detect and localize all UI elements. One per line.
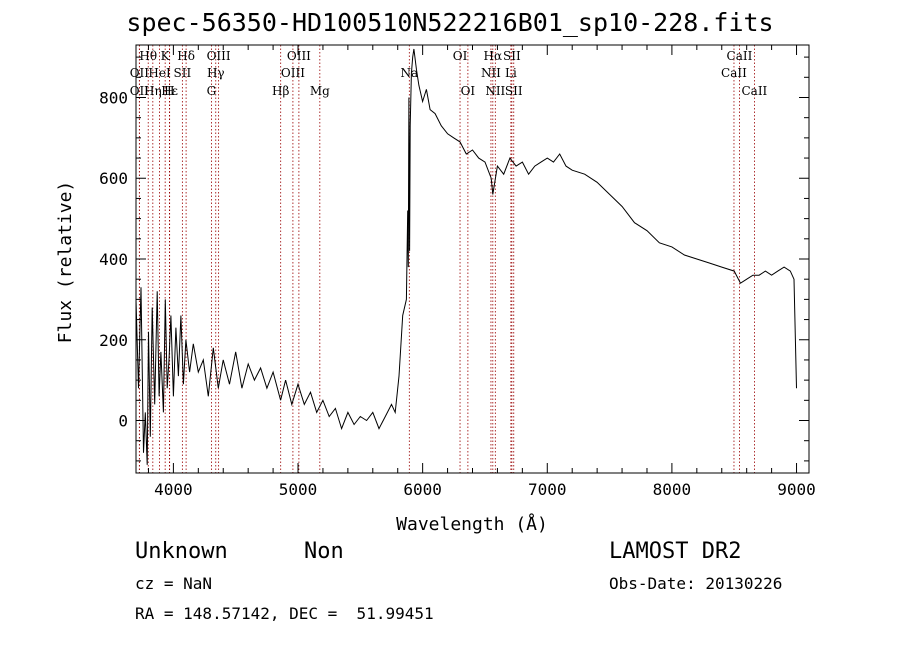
spectral-line-label: CaII <box>741 84 767 98</box>
spectral-line-label: Hδ <box>177 49 195 63</box>
spectral-line-label: Mg <box>310 84 330 98</box>
y-tick-label: 800 <box>99 88 128 107</box>
spectral-line-label: OIII <box>207 49 231 63</box>
y-tick-label: 200 <box>99 331 128 350</box>
spectral-line-label: Na <box>400 66 418 80</box>
spectral-line-label: OIII <box>287 49 311 63</box>
spectral-line-label: G <box>207 84 217 98</box>
spectral-line-label: Li <box>505 66 517 80</box>
y-axis-label: Flux (relative) <box>55 181 76 344</box>
x-axis-ticks: 4000 5000 6000 7000 8000 9000 <box>147 45 816 499</box>
spectral-line-label: NII <box>485 84 505 98</box>
coordinates: RA = 148.57142, DEC = 51.99451 <box>135 604 434 623</box>
spectral-line-label: OIII <box>281 66 305 80</box>
spectral-line-label: Hε <box>161 84 178 98</box>
x-tick-label: 5000 <box>279 480 318 499</box>
object-class: Non <box>304 539 344 564</box>
y-tick-label: 600 <box>99 169 128 188</box>
x-tick-label: 6000 <box>403 480 442 499</box>
survey-name: LAMOST DR2 <box>609 539 742 564</box>
spectral-line-label: NII <box>481 66 501 80</box>
y-tick-label: 400 <box>99 250 128 269</box>
redshift-text: cz = NaN <box>135 574 213 593</box>
obs-date: Obs-Date: 20130226 <box>609 574 783 593</box>
spectral-line-label: Hθ <box>139 49 157 63</box>
spectral-line-label: Hβ <box>272 84 289 98</box>
spectral-line-label: CaII <box>721 66 747 80</box>
x-tick-label: 9000 <box>777 480 816 499</box>
x-tick-label: 8000 <box>653 480 692 499</box>
y-tick-label: 0 <box>118 412 128 431</box>
spectral-line-label: Hγ <box>207 66 225 80</box>
spectral-line-label: SII <box>174 66 192 80</box>
spectral-line-label: H <box>164 84 174 98</box>
object-name: Unknown <box>135 539 228 564</box>
x-tick-label: 4000 <box>154 480 193 499</box>
spectral-line-label: OII <box>130 84 150 98</box>
spectral-line-label: Hη <box>144 84 162 98</box>
y-axis-ticks: 0 200 400 600 800 <box>99 56 809 462</box>
spectrum-line <box>135 48 797 465</box>
spectral-line-label: OI <box>453 49 468 63</box>
spectral-line-label: CaII <box>727 49 753 63</box>
spectral-line-label: OI <box>461 84 476 98</box>
spectral-line-label: SII <box>505 84 523 98</box>
chart-title: spec-56350-HD100510N522216B01_sp10-228.f… <box>126 8 774 37</box>
spectral-line-label: HeI <box>148 66 171 80</box>
line-markers <box>138 45 755 473</box>
spectral-line-label: OII <box>130 66 150 80</box>
spectral-line-label: SII <box>503 49 521 63</box>
spectral-line-label: Hα <box>484 49 503 63</box>
plot-frame <box>135 44 810 474</box>
x-tick-label: 7000 <box>528 480 567 499</box>
spectral-line-label: K <box>161 49 171 63</box>
x-axis-label: Wavelength (Å) <box>396 513 548 535</box>
